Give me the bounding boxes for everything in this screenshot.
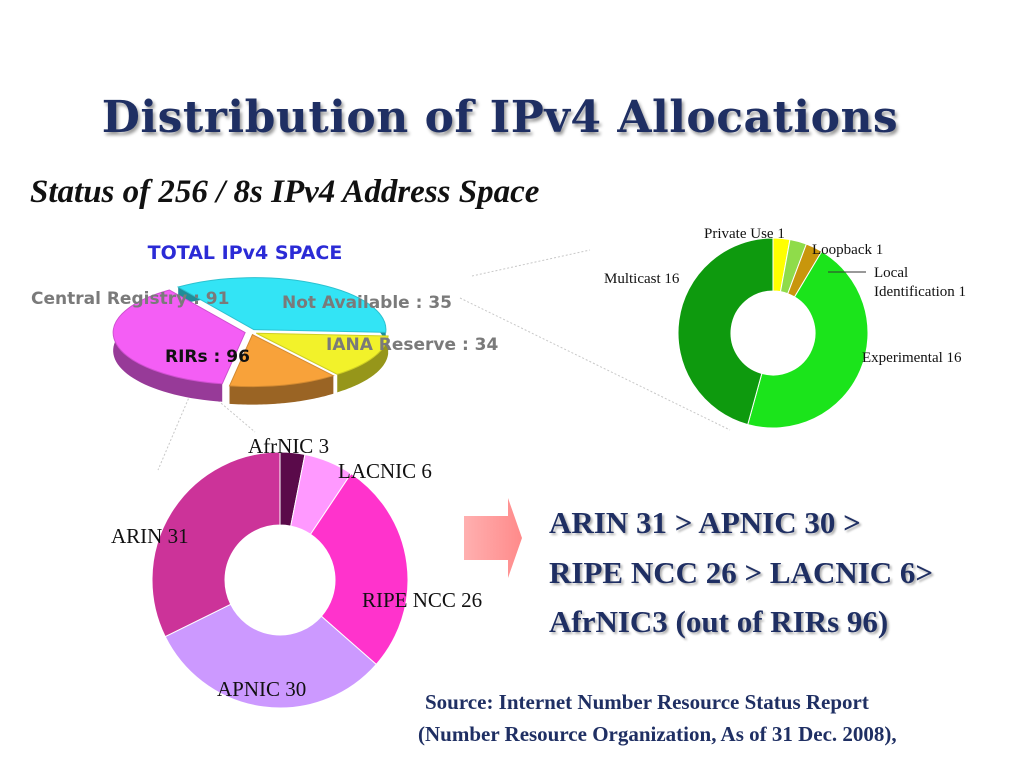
slice-side-iana-reserve (229, 375, 334, 405)
page-subtitle: Status of 256 / 8s IPv4 Address Space (30, 174, 540, 210)
slice-label-central-registry: Central Registry : 91 (31, 289, 229, 309)
connector-lines (157, 249, 731, 471)
slice-label-local-identification-line1: Local (874, 265, 908, 281)
slice-central-registry (176, 277, 387, 333)
slice-label-not-available: Not Available : 35 (282, 293, 452, 313)
slice-label-arin: ARIN 31 (111, 524, 189, 548)
slice-label-iana-reserve: IANA Reserve : 34 (326, 335, 499, 355)
summary-line-2: RIPE NCC 26 > LACNIC 6> (549, 555, 934, 590)
summary-line-3: AfrNIC3 (out of RIRs 96) (549, 604, 889, 639)
connector-line-top (471, 249, 591, 277)
slice-rirs (112, 289, 246, 385)
slice-label-ripe-ncc: RIPE NCC 26 (362, 588, 482, 612)
connector-line-right (214, 397, 256, 433)
slice-not-available (256, 332, 389, 375)
pie-title-total: TOTAL IPv4 SPACE (148, 242, 343, 264)
slice-label-apnic: APNIC 30 (217, 677, 306, 701)
slice-arin (151, 451, 281, 638)
arrow-right-icon (464, 498, 522, 578)
slice-label-lacnic: LACNIC 6 (338, 459, 432, 483)
slice-label-multicast: Multicast 16 (604, 271, 680, 287)
connector-line-left (157, 394, 191, 471)
page-title: Distribution of IPv4 Allocations (101, 92, 899, 143)
slice-experimental (747, 250, 869, 429)
slice-ripe-ncc (309, 472, 409, 666)
total-space-pie (112, 277, 389, 405)
slice-multicast (677, 237, 774, 426)
slice-label-rirs: RIRs : 96 (165, 347, 250, 367)
slice-label-local-identification-line2: Identification 1 (874, 284, 966, 300)
slice-label-loopback: Loopback 1 (812, 242, 883, 258)
summary-line-1: ARIN 31 > APNIC 30 > (549, 505, 861, 540)
slice-apnic (164, 603, 377, 709)
special-use-donut (677, 237, 869, 429)
slice-label-experimental: Experimental 16 (862, 350, 962, 366)
slice-label-afrnic: AfrNIC 3 (248, 434, 329, 458)
slice-label-private-use: Private Use 1 (704, 226, 785, 242)
slice-iana-reserve (228, 333, 335, 388)
source-line-1: Source: Internet Number Resource Status … (425, 690, 869, 714)
source-line-2: (Number Resource Organization, As of 31 … (418, 722, 897, 746)
rir-donut (151, 451, 409, 709)
